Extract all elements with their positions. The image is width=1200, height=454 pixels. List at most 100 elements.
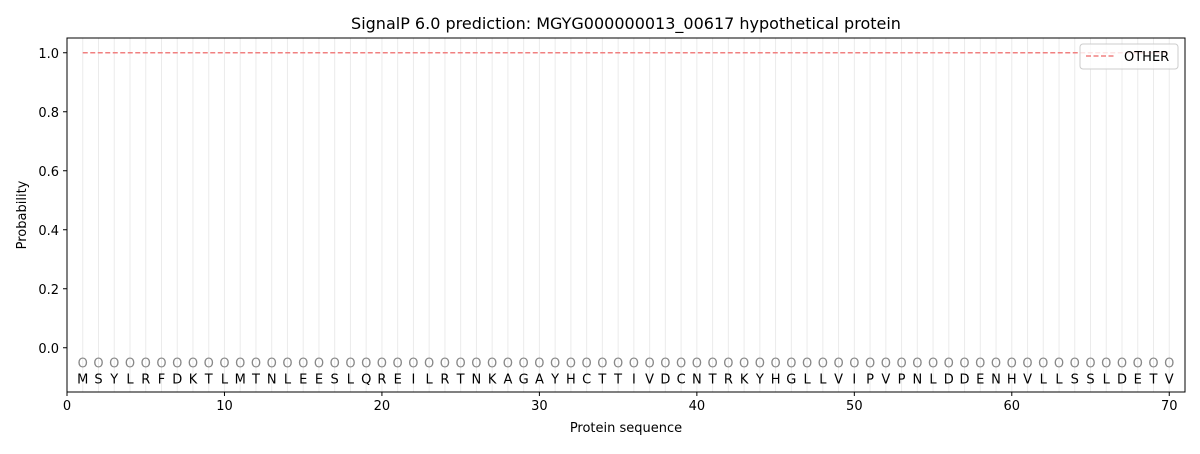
- residue-label: D: [960, 373, 970, 388]
- residue-label: L: [819, 373, 827, 388]
- residue-label: D: [1117, 373, 1127, 388]
- predicted-label: O: [1117, 357, 1127, 372]
- predicted-label: O: [1038, 357, 1048, 372]
- residue-label: H: [771, 373, 781, 388]
- residue-label: R: [724, 373, 733, 388]
- residue-label: Y: [550, 373, 559, 388]
- x-tick-label: 30: [531, 399, 548, 414]
- predicted-label: O: [503, 357, 513, 372]
- predicted-label: O: [282, 357, 292, 372]
- x-tick-label: 10: [216, 399, 233, 414]
- predicted-label: O: [1070, 357, 1080, 372]
- predicted-label: O: [849, 357, 859, 372]
- y-axis-ticks: 0.0 0.2 0.4 0.6 0.8 1.0: [38, 47, 67, 357]
- residue-label: L: [284, 373, 292, 388]
- predicted-label: O: [865, 357, 875, 372]
- residue-label: D: [944, 373, 954, 388]
- residue-label: L: [1103, 373, 1111, 388]
- predicted-label: O: [755, 357, 765, 372]
- x-tick-label: 20: [374, 399, 391, 414]
- predicted-label: O: [345, 357, 355, 372]
- predicted-label: O: [786, 357, 796, 372]
- residue-label: V: [881, 373, 890, 388]
- predicted-label: O: [739, 357, 749, 372]
- predicted-label: O: [1148, 357, 1158, 372]
- legend-box: [1079, 43, 1179, 70]
- predicted-label: O: [156, 357, 166, 372]
- predicted-label: O: [676, 357, 686, 372]
- residue-label: L: [347, 373, 355, 388]
- predicted-label: O: [582, 357, 592, 372]
- predicted-label: O: [975, 357, 985, 372]
- predicted-label: O: [204, 357, 214, 372]
- residue-label: L: [221, 373, 229, 388]
- predicted-label: O: [361, 357, 371, 372]
- predicted-label: O: [550, 357, 560, 372]
- residue-label: L: [126, 373, 134, 388]
- predicted-label: O: [172, 357, 182, 372]
- predicted-label: O: [109, 357, 119, 372]
- residue-label: K: [740, 373, 749, 388]
- predicted-label: O: [78, 357, 88, 372]
- residue-label: I: [632, 373, 636, 388]
- residue-label: E: [1134, 373, 1142, 388]
- residue-label: E: [394, 373, 402, 388]
- residue-label: H: [1007, 373, 1017, 388]
- predicted-label: O: [487, 357, 497, 372]
- predicted-label: O: [408, 357, 418, 372]
- x-tick-label: 70: [1161, 399, 1178, 414]
- residue-label: R: [440, 373, 449, 388]
- predicted-label: O: [613, 357, 623, 372]
- predicted-label: O: [1133, 357, 1143, 372]
- residue-label: T: [251, 373, 260, 388]
- legend: OTHER: [1079, 43, 1179, 70]
- predicted-label: O: [93, 357, 103, 372]
- residue-label: M: [235, 373, 246, 388]
- y-tick-label: 0.0: [38, 342, 59, 357]
- residue-label: Q: [361, 373, 371, 388]
- predicted-label: O: [141, 357, 151, 372]
- predicted-label: O: [519, 357, 529, 372]
- predicted-label: O: [881, 357, 891, 372]
- residue-label: T: [204, 373, 213, 388]
- residue-label: M: [77, 373, 88, 388]
- residue-label: K: [488, 373, 497, 388]
- predicted-label: O: [1054, 357, 1064, 372]
- residue-label: N: [267, 373, 277, 388]
- residue-label: T: [456, 373, 465, 388]
- grid-lines: [82, 38, 1170, 392]
- predicted-label: O: [1101, 357, 1111, 372]
- predicted-label: O: [1164, 357, 1174, 372]
- residue-label: G: [786, 373, 796, 388]
- residue-label: N: [472, 373, 482, 388]
- residue-label: T: [597, 373, 606, 388]
- residue-label: V: [1165, 373, 1174, 388]
- predicted-label: O: [188, 357, 198, 372]
- residue-label: Y: [755, 373, 764, 388]
- residue-label: K: [189, 373, 198, 388]
- residue-label: E: [299, 373, 307, 388]
- residue-label: H: [566, 373, 576, 388]
- plot-frame: [66, 37, 1186, 393]
- predicted-label: O: [802, 357, 812, 372]
- predicted-label: O: [219, 357, 229, 372]
- predicted-label: O: [251, 357, 261, 372]
- predicted-label: O: [912, 357, 922, 372]
- predicted-label: O: [534, 357, 544, 372]
- y-tick-label: 0.6: [38, 165, 59, 180]
- residue-label: C: [677, 373, 686, 388]
- predicted-label: O: [298, 357, 308, 372]
- predicted-label: O: [1022, 357, 1032, 372]
- predicted-label: O: [566, 357, 576, 372]
- x-tick-label: 40: [689, 399, 706, 414]
- predicted-label: O: [471, 357, 481, 372]
- residue-label: D: [172, 373, 182, 388]
- residue-labels: OMOSOYOLOROFODOKOTOLOMOTONOLOEOEOSOLOQOR…: [77, 357, 1174, 388]
- predicted-label: O: [1007, 357, 1017, 372]
- residue-label: L: [929, 373, 937, 388]
- predicted-label: O: [707, 357, 717, 372]
- residue-label: V: [645, 373, 654, 388]
- x-tick-label: 50: [846, 399, 863, 414]
- predicted-label: O: [944, 357, 954, 372]
